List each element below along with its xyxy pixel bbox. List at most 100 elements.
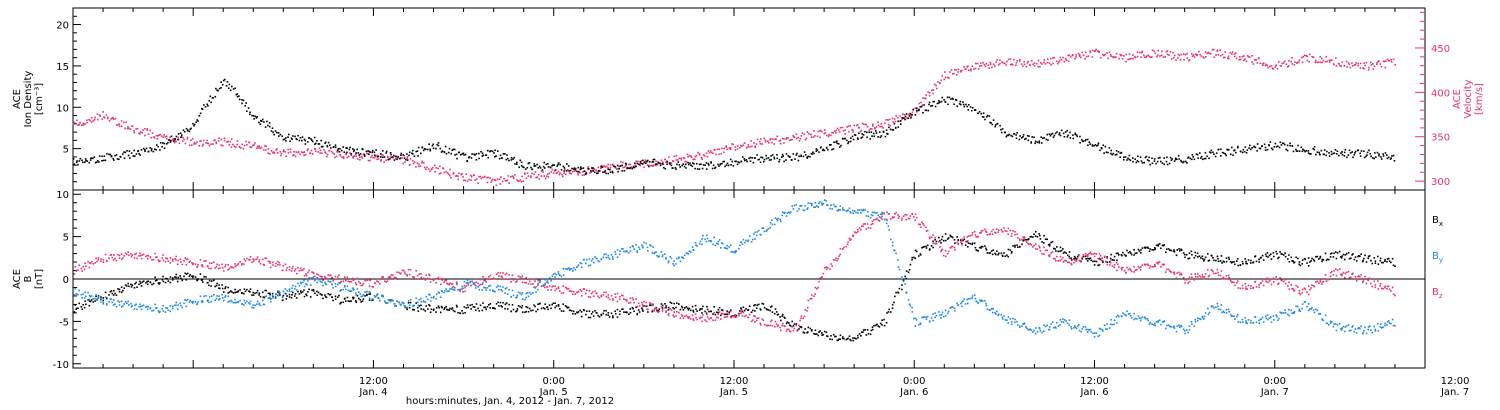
velocity-point <box>1365 61 1368 64</box>
velocity-point <box>665 161 667 164</box>
velocity-point <box>366 152 368 155</box>
bx-point <box>441 306 443 309</box>
velocity-point <box>496 178 499 181</box>
velocity-point <box>901 118 903 120</box>
density-point <box>1110 152 1112 155</box>
bz-point <box>1213 272 1215 275</box>
velocity-point <box>824 129 826 131</box>
velocity-point <box>1368 66 1370 69</box>
density-point <box>836 140 838 142</box>
density-point <box>231 85 233 88</box>
velocity-point <box>1216 49 1219 51</box>
bz-point <box>897 214 899 216</box>
bx-point <box>361 300 364 302</box>
density-point <box>857 138 859 141</box>
bx-point <box>1183 253 1186 256</box>
bx-point <box>78 302 80 305</box>
bx-point <box>329 293 332 296</box>
bx-point <box>489 303 492 305</box>
bz-point <box>1188 280 1191 283</box>
velocity-point <box>1224 56 1226 59</box>
density-point <box>1187 157 1189 159</box>
velocity-point <box>477 182 479 185</box>
bx-point <box>1267 256 1269 258</box>
density-point <box>726 162 729 165</box>
bx-point <box>1379 257 1382 260</box>
velocity-point <box>1188 59 1190 62</box>
bx-point <box>769 306 772 308</box>
velocity-point <box>622 166 625 169</box>
bx-point <box>1345 252 1348 255</box>
velocity-point <box>133 130 135 132</box>
bx-point <box>1036 235 1039 238</box>
density-point <box>274 130 277 132</box>
bx-point <box>234 288 236 291</box>
velocity-point <box>779 139 782 142</box>
density-point <box>946 96 949 99</box>
bx-point <box>598 315 601 318</box>
bz-point <box>684 315 686 318</box>
by-point <box>381 294 384 297</box>
bz-point <box>776 325 779 328</box>
bx-point <box>962 239 964 242</box>
bx-point <box>800 326 803 329</box>
bz-point <box>681 315 684 317</box>
bx-point <box>1154 247 1156 249</box>
velocity-point <box>1026 62 1029 64</box>
bx-point <box>1282 254 1285 256</box>
velocity-point <box>89 119 91 122</box>
bz-point <box>1245 286 1247 288</box>
density-point <box>576 170 578 173</box>
velocity-point <box>332 152 334 154</box>
density-point <box>387 158 390 161</box>
bz-point <box>1157 261 1160 264</box>
bz-point <box>114 257 116 260</box>
bz-point <box>366 279 368 281</box>
velocity-point <box>1060 58 1063 61</box>
bx-point <box>622 308 624 310</box>
density-point <box>869 138 872 140</box>
velocity-point <box>1104 53 1106 56</box>
bz-point <box>1321 281 1324 283</box>
bz-point <box>368 279 370 281</box>
bx-point <box>1326 258 1329 261</box>
bx-point <box>641 308 644 311</box>
bz-point <box>704 319 706 321</box>
density-point <box>1240 150 1242 153</box>
velocity-point <box>512 175 514 178</box>
velocity-point <box>1064 57 1067 60</box>
bz-point <box>1113 264 1116 266</box>
velocity-point <box>213 139 215 142</box>
bx-point <box>1014 246 1016 248</box>
velocity-point <box>1217 54 1220 56</box>
bz-point <box>784 325 786 328</box>
bz-point <box>384 280 386 283</box>
bz-point <box>1264 279 1267 281</box>
density-point <box>1004 131 1006 134</box>
bz-point <box>1073 261 1075 264</box>
density-point <box>1005 135 1008 138</box>
bz-point <box>1023 237 1025 239</box>
velocity-point <box>989 63 992 66</box>
velocity-point <box>232 143 234 146</box>
bz-point <box>485 281 487 283</box>
density-point <box>101 160 103 162</box>
bz-point <box>1060 258 1063 261</box>
bx-point <box>1007 255 1009 258</box>
bx-point <box>1056 246 1058 248</box>
density-point <box>758 158 760 161</box>
bz-point <box>1155 261 1158 264</box>
bx-point <box>1073 255 1076 258</box>
velocity-point <box>482 176 484 179</box>
bz-point <box>203 260 205 262</box>
bx-point <box>919 254 922 256</box>
density-point <box>746 160 748 163</box>
bz-point <box>309 277 312 280</box>
bz-point <box>891 217 894 219</box>
by-point <box>349 290 351 292</box>
bx-point <box>756 304 758 306</box>
bx-point <box>834 335 836 338</box>
bx-point <box>940 242 942 244</box>
bx-point <box>130 286 133 288</box>
bx-point <box>535 310 537 313</box>
